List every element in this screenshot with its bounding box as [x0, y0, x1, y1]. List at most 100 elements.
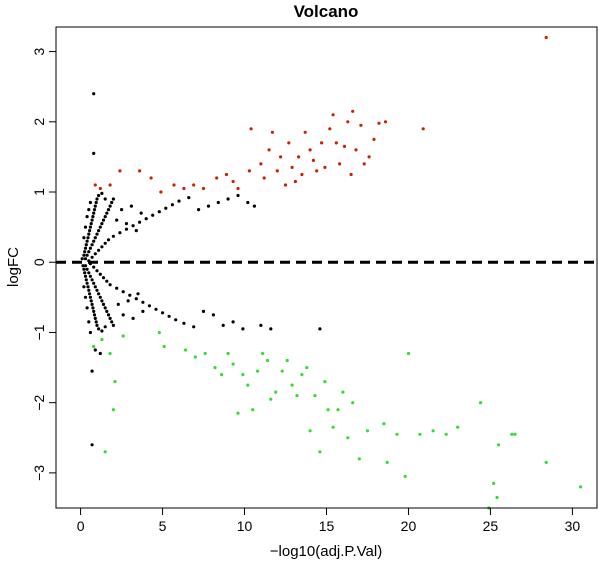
data-point-ns [83, 257, 88, 261]
y-tick-label: −3 [31, 465, 47, 481]
data-point-up [346, 120, 350, 124]
data-point-down [300, 373, 304, 377]
data-point-ns [197, 208, 201, 212]
data-point-down [183, 348, 188, 352]
data-point-up [159, 190, 163, 194]
data-point-up [300, 172, 304, 177]
data-point-down [497, 443, 501, 447]
data-point-up [275, 169, 279, 173]
data-point-down [265, 358, 270, 363]
data-point-ns [241, 327, 245, 331]
data-point-ns [85, 306, 89, 310]
data-point-ns [80, 257, 84, 261]
data-point-up [108, 183, 112, 187]
data-point-up [93, 183, 97, 187]
data-point-up [544, 35, 548, 40]
data-point-up [138, 169, 142, 173]
data-point-ns [201, 309, 206, 313]
data-point-ns [131, 316, 135, 320]
data-point-ns [121, 290, 125, 294]
data-point-ns [108, 283, 112, 287]
y-axis: −3 −2 −1 0 1 2 3 [31, 47, 57, 481]
data-point-down [231, 362, 235, 366]
y-tick-label: 3 [31, 47, 47, 55]
data-point-ns [187, 196, 191, 200]
data-point-ns [85, 281, 89, 285]
plot-frame [55, 26, 598, 509]
data-point-ns [118, 231, 122, 235]
data-point-ns [111, 234, 115, 238]
data-point-ns [95, 232, 99, 236]
data-point-up [247, 169, 251, 173]
data-point-down [100, 337, 104, 342]
data-point-ns [103, 325, 107, 329]
data-point-ns [87, 232, 91, 236]
data-point-ns [93, 285, 97, 289]
data-point-ns [95, 269, 99, 273]
data-point-ns [93, 316, 97, 320]
data-point-ns [90, 278, 94, 282]
data-point-up [290, 165, 294, 169]
data-point-down [274, 390, 278, 394]
data-point-ns [90, 243, 94, 247]
data-point-ns [92, 92, 96, 96]
data-point-ns [85, 267, 89, 271]
data-point-up [270, 130, 274, 134]
data-point-up [303, 130, 307, 134]
data-point-ns [221, 323, 225, 327]
data-point-down [246, 383, 250, 387]
data-point-down [351, 401, 355, 405]
data-point-ns [103, 215, 107, 219]
data-point-down [336, 408, 340, 412]
data-point-ns [134, 229, 138, 233]
data-point-ns [90, 255, 94, 259]
data-point-up [201, 186, 206, 191]
data-point-down [510, 432, 514, 436]
data-point-down [313, 394, 317, 398]
data-point-ns [93, 348, 97, 352]
data-point-up [328, 127, 332, 131]
data-point-down [456, 425, 460, 429]
data-point-ns [124, 222, 129, 226]
data-point-up [279, 155, 283, 159]
data-point-ns [85, 253, 89, 257]
data-point-ns [92, 281, 96, 285]
data-point-down [251, 408, 255, 412]
y-axis-label: logFC [5, 247, 22, 287]
data-point-up [323, 165, 327, 169]
data-point-down [365, 429, 370, 433]
data-point-ns [164, 206, 168, 210]
data-point-ns [101, 302, 106, 306]
data-point-ns [141, 300, 145, 304]
data-point-ns [88, 225, 92, 229]
y-tick-label: 1 [31, 188, 47, 196]
data-point-down [280, 369, 284, 373]
data-point-down [479, 401, 483, 405]
data-point-ns [105, 211, 109, 215]
data-point-ns [82, 267, 86, 271]
data-point-ns [182, 321, 186, 325]
data-point-up [383, 120, 388, 124]
data-point-ns [108, 316, 112, 320]
data-point-down [193, 355, 197, 359]
data-point-ns [141, 309, 145, 313]
x-tick-label: 5 [159, 518, 167, 534]
data-point-ns [95, 288, 99, 292]
data-point-up [297, 155, 301, 159]
data-point-down [121, 334, 125, 338]
data-point-ns [111, 323, 115, 327]
data-point-ns [81, 264, 85, 268]
data-point-ns [100, 329, 104, 333]
data-point-ns [84, 278, 88, 282]
data-point-ns [97, 327, 101, 331]
data-point-ns [82, 236, 86, 240]
data-point-ns [138, 220, 142, 224]
data-point-down [290, 383, 294, 387]
data-point-ns [101, 218, 106, 222]
data-point-ns [136, 292, 140, 296]
data-point-ns [88, 274, 92, 278]
x-tick-label: 15 [319, 518, 335, 534]
data-point-ns [139, 211, 143, 215]
data-point-ns [147, 304, 151, 308]
